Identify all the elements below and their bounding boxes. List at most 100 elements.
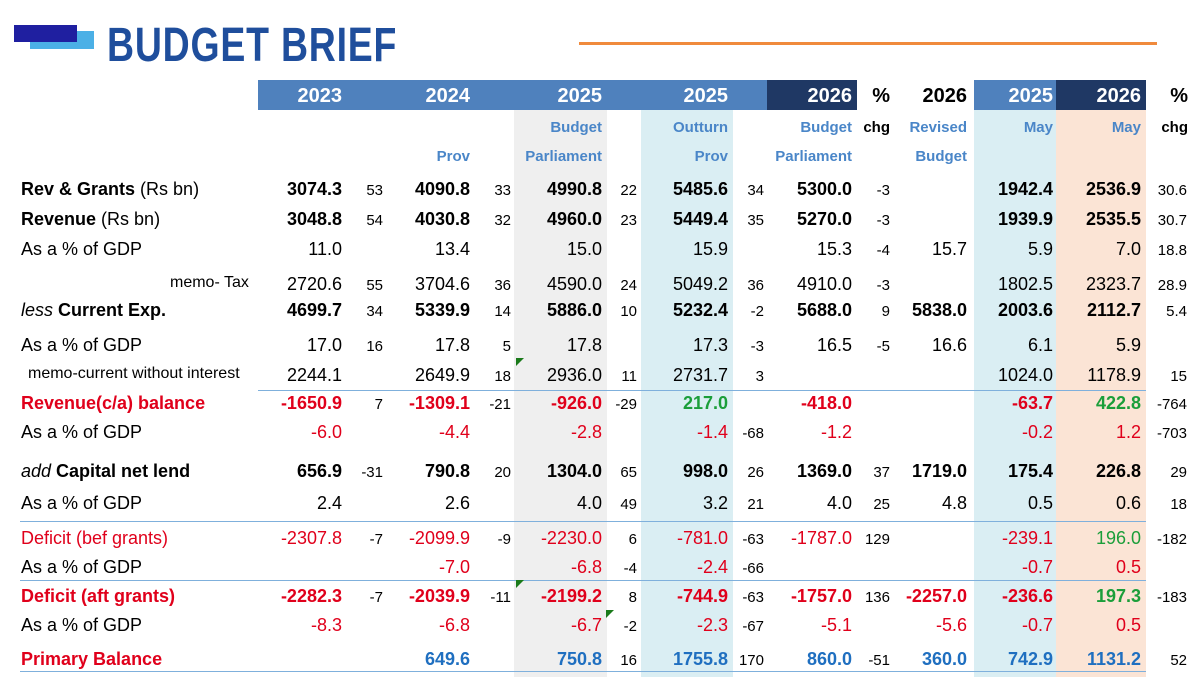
cell-value: -1.2	[820, 422, 852, 442]
cell-value: -744.9	[676, 586, 728, 606]
cell-value: 32	[494, 212, 511, 229]
cell-value: -236.6	[1001, 586, 1053, 606]
cell-value: 23	[620, 212, 637, 229]
cell-value: -703	[1156, 425, 1187, 442]
header-year-pct2: %	[1170, 85, 1188, 107]
header-year-pct1: %	[872, 85, 890, 107]
cell-value: 2535.5	[1085, 209, 1141, 229]
cell-value: -21	[489, 396, 511, 413]
cell-value: 17.3	[692, 335, 728, 355]
may2025-column-shade	[974, 110, 1056, 677]
header-sub2-y2026b: Parliament	[775, 148, 852, 165]
cell-value: -2257.0	[905, 586, 967, 606]
cell-value: 3704.6	[414, 274, 470, 294]
row-label-text: memo-current without interest	[28, 365, 240, 382]
cell-value: -2230.0	[540, 528, 602, 548]
row-label-text: Current Exp.	[58, 300, 167, 320]
header-sub1-pct1: chg	[863, 119, 890, 136]
row-label: As a % of GDP	[21, 240, 142, 258]
cell-value: 3048.8	[286, 209, 342, 229]
header-sub2-y2024: Prov	[436, 148, 470, 165]
cell-value: 656.9	[296, 461, 342, 481]
cell-value: 4030.8	[414, 209, 470, 229]
cell-value: 0.5	[1115, 615, 1141, 635]
cell-value: 14	[494, 303, 511, 320]
row-label: Rev & Grants (Rs bn)	[21, 180, 199, 198]
cell-value: 360.0	[921, 649, 967, 669]
cell-value: -3	[876, 277, 890, 294]
cell-value: -31	[361, 464, 383, 481]
cell-value: 1131.2	[1086, 649, 1141, 669]
cell-value: -51	[868, 652, 890, 669]
cell-value: -0.7	[1021, 615, 1053, 635]
header-year-y2026b: 2026	[807, 85, 853, 107]
parliament-column-shade	[514, 110, 607, 677]
header-year-y2026r: 2026	[922, 85, 968, 107]
cell-value: -4	[876, 242, 890, 259]
row-label-text: Rev & Grants	[21, 179, 136, 199]
cell-value: -11	[490, 589, 511, 606]
cell-value: 5449.4	[672, 209, 728, 229]
row-separator	[20, 671, 1146, 672]
cell-value: 860.0	[806, 649, 852, 669]
comment-marker-icon	[516, 358, 524, 366]
cell-value: 2.4	[316, 493, 342, 513]
page-title: BUDGET BRIEF	[107, 19, 398, 72]
cell-value: 217.0	[682, 393, 728, 413]
cell-value: 30.7	[1157, 212, 1187, 229]
cell-value: 53	[366, 182, 383, 199]
cell-value: 2731.7	[672, 365, 728, 385]
cell-value: 1755.8	[672, 649, 728, 669]
cell-value: 2323.7	[1085, 274, 1141, 294]
cell-value: -2099.9	[408, 528, 470, 548]
header-year-y2025b: 2025	[557, 85, 603, 107]
cell-value: 24	[620, 277, 637, 294]
cell-value: 30.6	[1157, 182, 1187, 199]
cell-value: 13.4	[434, 239, 470, 259]
may2026-column-shade	[1056, 110, 1146, 677]
row-separator	[20, 521, 1146, 522]
cell-value: -183	[1156, 589, 1187, 606]
cell-value: 65	[620, 464, 637, 481]
cell-value: 1024.0	[997, 365, 1053, 385]
cell-value: 17.0	[306, 335, 342, 355]
cell-value: -8.3	[310, 615, 342, 635]
cell-value: 15.7	[931, 239, 967, 259]
cell-value: -7.0	[438, 557, 470, 577]
cell-value: 4590.0	[546, 274, 602, 294]
cell-value: 17.8	[566, 335, 602, 355]
row-label: As a % of GDP	[21, 494, 142, 512]
header-band-may26	[1056, 80, 1146, 110]
cell-value: 15.3	[816, 239, 852, 259]
cell-value: 3.2	[702, 493, 728, 513]
row-label-text: As a % of GDP	[21, 239, 143, 259]
cell-value: -3	[876, 182, 890, 199]
cell-value: -0.2	[1021, 422, 1053, 442]
cell-value: 5	[502, 338, 511, 355]
logo-bar-dark	[14, 25, 77, 42]
cell-value: -2307.8	[280, 528, 342, 548]
cell-value: 0.6	[1115, 493, 1141, 513]
cell-value: 5270.0	[796, 209, 852, 229]
cell-value: -2.4	[696, 557, 728, 577]
cell-value: 4.0	[576, 493, 602, 513]
cell-value: 20	[494, 464, 511, 481]
cell-value: 4960.0	[546, 209, 602, 229]
cell-value: -4.4	[438, 422, 470, 442]
cell-value: 7.0	[1115, 239, 1141, 259]
header-band-right	[974, 80, 1056, 110]
cell-value: 4.8	[941, 493, 967, 513]
row-unit: (Rs bn)	[135, 179, 200, 199]
cell-value: -5	[876, 338, 890, 355]
cell-value: -764	[1156, 396, 1187, 413]
cell-value: 136	[864, 589, 890, 606]
cell-value: -2	[623, 618, 637, 635]
cell-value: -63	[742, 531, 764, 548]
cell-value: -182	[1156, 531, 1187, 548]
row-label-text: As a % of GDP	[21, 422, 143, 442]
cell-value: 2936.0	[546, 365, 602, 385]
row-label: Primary Balance	[21, 650, 162, 668]
row-label: less Current Exp.	[21, 301, 166, 319]
cell-value: -1787.0	[790, 528, 852, 548]
row-label-text: memo- Tax	[170, 274, 249, 291]
